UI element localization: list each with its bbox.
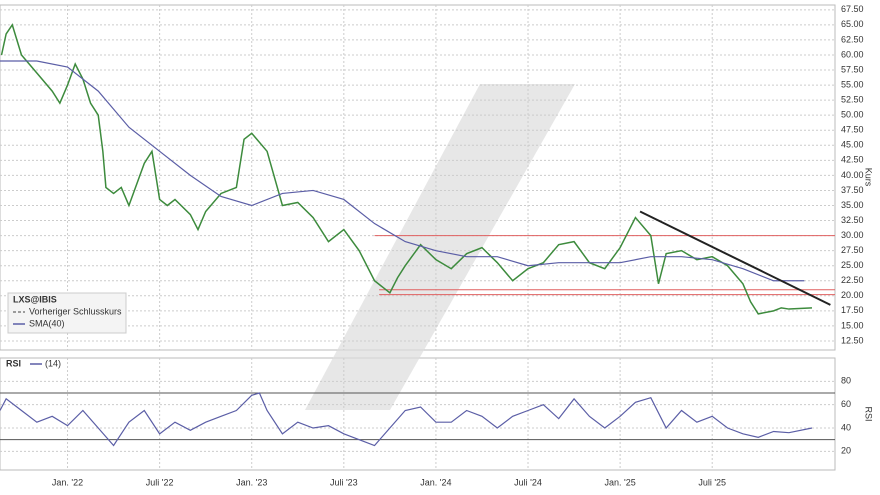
y-tick-label: 80 bbox=[841, 376, 851, 386]
y-tick-label: 45.00 bbox=[841, 140, 864, 150]
x-tick-label: Juli '25 bbox=[698, 477, 726, 487]
y-tick-label: 25.00 bbox=[841, 260, 864, 270]
legend-box bbox=[7, 292, 127, 334]
legend-label: SMA(40) bbox=[29, 318, 65, 328]
y-tick-label: 40.00 bbox=[841, 170, 864, 180]
y-axis-title: RSI bbox=[864, 406, 874, 421]
x-tick-label: Jan. '23 bbox=[236, 477, 267, 487]
price-line bbox=[0, 23, 813, 315]
y-tick-label: 40 bbox=[841, 422, 851, 432]
y-tick-label: 22.50 bbox=[841, 275, 864, 285]
y-tick-label: 35.00 bbox=[841, 200, 864, 210]
x-tick-label: Jan. '25 bbox=[604, 477, 635, 487]
y-tick-label: 12.50 bbox=[841, 335, 864, 345]
x-tick-label: Juli '24 bbox=[514, 477, 542, 487]
legend-title: LXS@IBIS bbox=[13, 294, 57, 304]
legend-label: Vorheriger Schlusskurs bbox=[29, 306, 122, 316]
y-tick-label: 60.00 bbox=[841, 49, 864, 59]
y-tick-label: 42.50 bbox=[841, 155, 864, 165]
y-tick-label: 55.00 bbox=[841, 79, 864, 89]
y-tick-label: 65.00 bbox=[841, 19, 864, 29]
y-tick-label: 20 bbox=[841, 446, 851, 456]
y-tick-label: 20.00 bbox=[841, 290, 864, 300]
y-tick-label: 67.50 bbox=[841, 4, 864, 14]
x-tick-label: Juli '23 bbox=[330, 477, 358, 487]
trend-line bbox=[639, 210, 831, 306]
x-tick-label: Juli '22 bbox=[146, 477, 174, 487]
y-tick-label: 60 bbox=[841, 399, 851, 409]
y-tick-label: 32.50 bbox=[841, 215, 864, 225]
x-tick-label: Jan. '22 bbox=[52, 477, 83, 487]
y-tick-label: 27.50 bbox=[841, 245, 864, 255]
legend-label: (14) bbox=[45, 358, 61, 368]
y-tick-label: 37.50 bbox=[841, 185, 864, 195]
y-tick-label: 30.00 bbox=[841, 230, 864, 240]
legend-title: RSI bbox=[6, 358, 21, 368]
y-axis-title: Kurs bbox=[864, 168, 874, 187]
indicator-line bbox=[0, 392, 813, 447]
y-tick-label: 52.50 bbox=[841, 95, 864, 105]
rsi-panel bbox=[0, 357, 836, 471]
indicator-line bbox=[0, 60, 805, 282]
y-tick-label: 50.00 bbox=[841, 110, 864, 120]
y-tick-label: 62.50 bbox=[841, 34, 864, 44]
y-tick-label: 15.00 bbox=[841, 320, 864, 330]
x-tick-label: Jan. '24 bbox=[420, 477, 451, 487]
y-tick-label: 47.50 bbox=[841, 125, 864, 135]
y-tick-label: 17.50 bbox=[841, 305, 864, 315]
y-tick-label: 57.50 bbox=[841, 64, 864, 74]
watermark bbox=[305, 84, 575, 410]
